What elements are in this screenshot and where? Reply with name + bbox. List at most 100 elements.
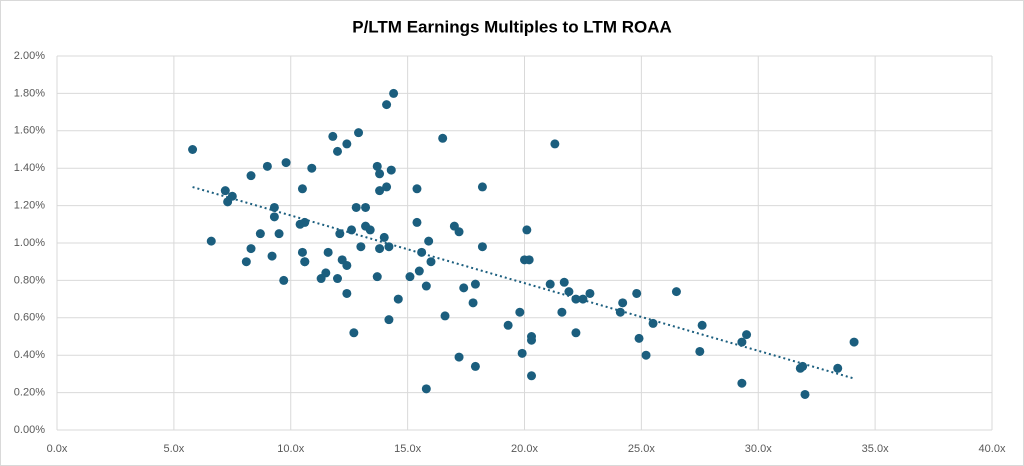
point [671, 287, 681, 297]
point [267, 251, 277, 261]
point [206, 236, 216, 246]
point [269, 212, 279, 222]
point [321, 268, 331, 278]
point [323, 247, 333, 257]
point [365, 225, 375, 235]
point [648, 318, 658, 328]
y-tick-label: 1.00% [14, 237, 45, 249]
point [517, 348, 527, 358]
point [328, 131, 338, 141]
point [454, 352, 464, 362]
point [695, 346, 705, 356]
point [333, 274, 342, 284]
point [262, 161, 272, 171]
point [347, 225, 357, 235]
point [297, 247, 307, 257]
point [279, 275, 289, 285]
point [527, 335, 537, 345]
point [333, 146, 342, 156]
point [307, 163, 317, 173]
point [300, 217, 310, 227]
point [833, 363, 843, 373]
x-tick-label: 5.0x [163, 443, 184, 455]
x-tick-label: 0.0x [47, 443, 68, 455]
point [342, 260, 352, 270]
chart-title: P/LTM Earnings Multiples to LTM ROAA [352, 17, 672, 36]
point [800, 389, 810, 399]
point [737, 378, 747, 388]
x-tick-label: 10.0x [277, 443, 304, 455]
point [356, 242, 366, 252]
point [632, 288, 642, 298]
point [571, 328, 581, 338]
point [527, 371, 537, 381]
point [227, 191, 237, 201]
point [545, 279, 555, 289]
point [557, 307, 567, 317]
point [454, 227, 464, 237]
y-tick-label: 1.40% [14, 162, 45, 174]
point [459, 283, 469, 293]
point [393, 294, 403, 304]
point [405, 272, 415, 282]
point [615, 307, 625, 317]
point [737, 337, 747, 347]
point [849, 337, 859, 347]
point [515, 307, 525, 317]
point [342, 288, 352, 298]
point [351, 202, 361, 212]
point [274, 229, 284, 239]
x-tick-label: 30.0x [745, 443, 772, 455]
x-tick-label: 15.0x [394, 443, 421, 455]
point [384, 315, 394, 325]
point [477, 182, 487, 192]
point [269, 202, 279, 212]
point [372, 161, 382, 171]
point [564, 287, 574, 297]
point [188, 145, 198, 154]
point [417, 247, 427, 257]
point [384, 242, 394, 252]
point [382, 182, 392, 192]
point [281, 158, 291, 168]
point [426, 257, 436, 267]
point [375, 244, 385, 254]
y-tick-label: 2.00% [14, 50, 45, 62]
point [424, 236, 434, 246]
point [634, 333, 644, 343]
point [246, 244, 256, 254]
point [412, 217, 422, 227]
point [421, 281, 431, 291]
point [354, 128, 364, 138]
point [414, 266, 424, 276]
x-tick-label: 35.0x [862, 443, 889, 455]
point [438, 133, 448, 143]
x-tick-label: 20.0x [511, 443, 538, 455]
point [470, 361, 480, 371]
point [468, 298, 478, 308]
x-tick-label: 40.0x [979, 443, 1006, 455]
point [375, 186, 385, 196]
point [342, 139, 352, 149]
point [297, 184, 307, 194]
point [382, 100, 392, 110]
point [503, 320, 513, 330]
point [585, 288, 595, 298]
point [246, 171, 256, 181]
point [559, 277, 569, 287]
point [522, 225, 532, 235]
point [641, 350, 651, 360]
y-tick-label: 0.00% [14, 424, 45, 436]
y-tick-label: 0.60% [14, 312, 45, 324]
point [372, 272, 382, 282]
point [335, 229, 345, 239]
y-tick-label: 1.80% [14, 87, 45, 99]
point [300, 257, 310, 267]
point [571, 294, 581, 304]
y-tick-label: 0.40% [14, 349, 45, 361]
point [361, 202, 371, 212]
point [386, 165, 396, 175]
point [389, 88, 399, 98]
